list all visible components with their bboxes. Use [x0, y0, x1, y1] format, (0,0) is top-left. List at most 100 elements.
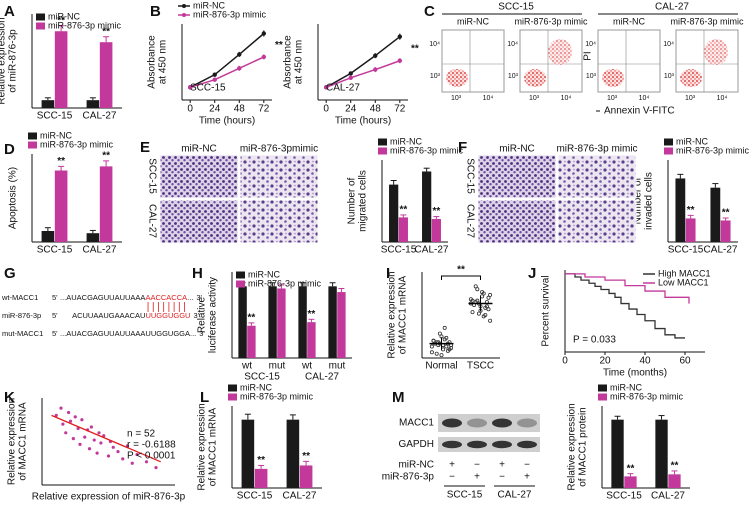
panel-letter: E	[140, 139, 150, 156]
point	[481, 291, 486, 296]
sequence-end: 5'	[52, 329, 58, 338]
legend-label: miR-NC	[390, 136, 422, 146]
legend-swatch	[36, 13, 45, 21]
panel-letter: H	[192, 265, 203, 282]
bar	[710, 187, 721, 242]
y-axis-label: Relative expression	[0, 17, 8, 104]
micrograph	[239, 199, 319, 244]
point	[67, 410, 71, 415]
y-axis-label: Relative expression	[7, 398, 18, 485]
panel-letter: B	[150, 3, 161, 20]
sign: +	[499, 460, 505, 471]
band	[442, 418, 462, 428]
bar	[389, 184, 399, 242]
axis-tick-label: 10⁴	[483, 95, 494, 102]
bar	[398, 217, 408, 242]
y-axis-label: migrated cells	[358, 170, 369, 232]
point	[442, 325, 447, 330]
sign: +	[449, 460, 455, 471]
legend-label: Low MACC1	[658, 277, 709, 287]
x-tick-label: CAL-27	[704, 245, 738, 256]
x-tick-label: SCC-15	[381, 245, 417, 256]
point	[470, 310, 475, 315]
legend-label: miR-876-3p mimic	[390, 145, 464, 155]
cell-cloud	[704, 39, 728, 65]
point	[373, 67, 378, 72]
point	[483, 312, 488, 317]
significance: **	[399, 205, 407, 216]
y-axis-label: Relative expression	[567, 403, 578, 490]
image-column-label: miR-NC	[499, 144, 535, 155]
point	[397, 58, 403, 63]
image-row-label: CAL-27	[464, 204, 475, 238]
bar	[668, 474, 681, 488]
seed-site: AACCACCA	[145, 293, 187, 302]
point	[111, 445, 115, 449]
bar	[99, 166, 113, 242]
panel-letter: G	[4, 265, 16, 282]
axis-tick-label: 10⁴	[717, 95, 728, 102]
bar	[268, 286, 277, 358]
significance: **	[671, 461, 679, 472]
y-axis-label: Absorbance	[283, 35, 294, 89]
panel-letter: A	[4, 3, 15, 20]
x-tick-label: mut	[329, 361, 346, 372]
blot-label: GAPDH	[398, 439, 434, 450]
axis-tick-label: 10³	[508, 73, 519, 80]
panel-letter: I	[386, 265, 390, 282]
legend-label: miR-876-3p mimic	[610, 391, 684, 401]
image-row-label: CAL-27	[146, 204, 157, 238]
line	[325, 60, 401, 89]
point	[439, 353, 444, 358]
axis-tick-label: 10⁴	[429, 41, 440, 48]
point	[97, 431, 101, 435]
blot	[438, 437, 540, 452]
point	[373, 53, 378, 58]
annotation: **	[411, 43, 419, 54]
bar	[611, 419, 624, 488]
band	[467, 440, 487, 449]
x-tick-label: Normal	[425, 361, 457, 372]
x-tick-label: SCC-15	[606, 491, 642, 502]
cell-cloud	[548, 39, 572, 65]
bar	[54, 31, 68, 108]
sign: −	[499, 472, 505, 483]
sign: +	[524, 472, 530, 483]
point	[476, 311, 481, 316]
category-group-label: SCC-15	[244, 372, 280, 383]
micrograph	[557, 154, 637, 199]
significance: **	[248, 313, 256, 324]
x-tick-label: SCC-15	[37, 245, 73, 256]
legend-swatch	[28, 141, 37, 149]
point	[61, 422, 65, 426]
point	[59, 406, 63, 410]
significance: **	[687, 205, 695, 216]
point	[130, 461, 134, 465]
annotation: **	[457, 265, 465, 276]
point	[95, 451, 99, 455]
bar	[328, 286, 337, 358]
x-tick-label: CAL-27	[283, 491, 317, 502]
axis-tick-label: 10⁴	[507, 41, 518, 48]
legend-swatch	[664, 147, 673, 155]
bar	[277, 288, 286, 358]
bar	[655, 419, 668, 488]
x-tick-label: 0	[187, 104, 193, 115]
axis-tick-label: 10⁴	[561, 95, 572, 102]
point	[444, 344, 449, 349]
x-tick-label: 20	[599, 356, 611, 367]
x-tick-label: SCC-15	[37, 111, 73, 122]
point	[397, 34, 403, 39]
x-tick-label: 24	[209, 104, 221, 115]
legend-swatch	[236, 271, 245, 279]
x-tick-label: 72	[394, 104, 406, 115]
y-axis-label: Relative expression	[197, 403, 208, 490]
panel-letter: J	[528, 265, 536, 282]
point	[68, 419, 73, 423]
y-axis-label: Apoptosis (%)	[8, 167, 19, 229]
axis-tick-label: 10⁴	[663, 41, 674, 48]
point	[71, 437, 75, 441]
legend-swatch	[236, 280, 245, 288]
axis-tick-label: 10³	[685, 95, 696, 102]
fit-line	[51, 414, 162, 463]
